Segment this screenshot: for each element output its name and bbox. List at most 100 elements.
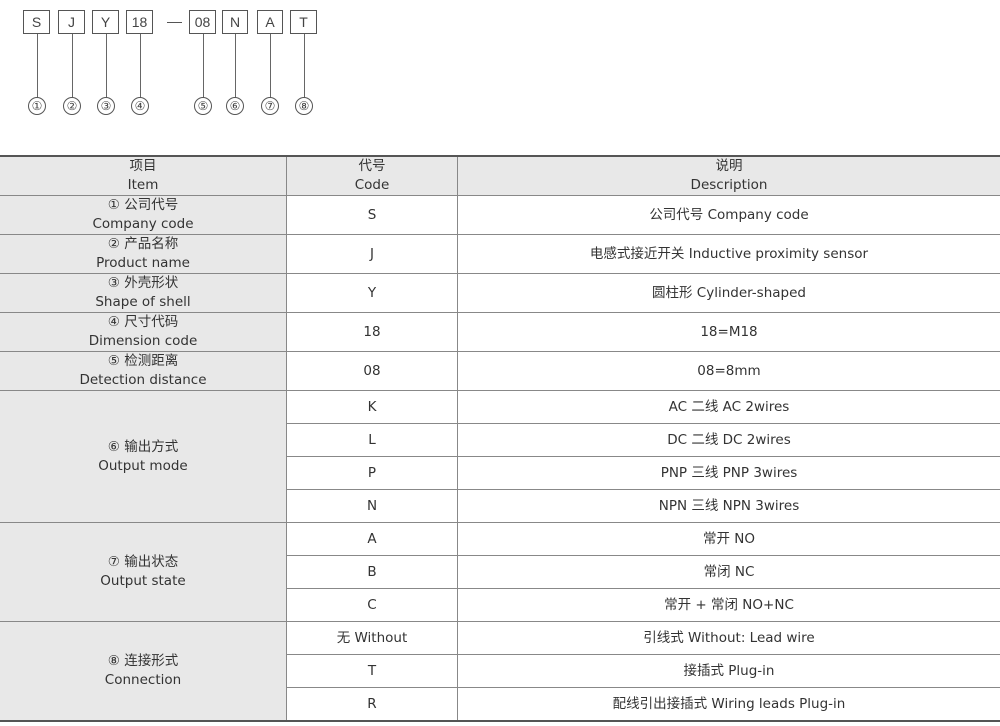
code-cell: J xyxy=(286,234,458,274)
item-cn: ⑤ 检测距离 xyxy=(107,353,179,369)
code-part-box: A xyxy=(257,10,283,34)
part-number-circle: ④ xyxy=(131,97,149,115)
connector-line xyxy=(37,34,38,98)
header-code: 代号 Code xyxy=(286,155,458,196)
item-cn: ② 产品名称 xyxy=(107,236,179,252)
table-row: ② 产品名称 Product name J 电感式接近开关 Inductive pro… xyxy=(0,234,1000,274)
part-number-circle: ② xyxy=(63,97,81,115)
description-cell: 引线式 Without: Lead wire xyxy=(457,621,1000,655)
table-row: ⑧ 连接形式 Connection 无 Without 引线式 Without: Le… xyxy=(0,621,1000,722)
description-cell: PNP 三线 PNP 3wires xyxy=(457,456,1000,490)
header-item-cn: 项目 xyxy=(129,158,157,174)
code-cell: Y xyxy=(286,273,458,313)
connector-line xyxy=(270,34,271,98)
code-cell: K xyxy=(286,390,458,424)
header-item: 项目 Item xyxy=(0,155,287,196)
part-number-circle: ⑦ xyxy=(261,97,279,115)
description-cell: 常开 NO xyxy=(457,522,1000,556)
description-cell: DC 二线 DC 2wires xyxy=(457,423,1000,457)
item-cell: ⑧ 连接形式 Connection xyxy=(0,621,287,722)
table-row: B 常闭 NC xyxy=(0,555,1000,589)
item-cell: ⑤ 检测距离 Detection distance xyxy=(0,351,287,391)
code-cell: S xyxy=(286,195,458,235)
code-part-box: 18 xyxy=(126,10,153,34)
table-row: P PNP 三线 PNP 3wires xyxy=(0,456,1000,490)
header-description: 说明 Description xyxy=(457,155,1000,196)
code-cell: C xyxy=(286,588,458,622)
table-row: R 配线引出接插式 Wiring leads Plug-in xyxy=(0,687,1000,722)
table-row: N NPN 三线 NPN 3wires xyxy=(0,489,1000,523)
code-cell: R xyxy=(286,687,458,722)
table-row: T 接插式 Plug-in xyxy=(0,654,1000,688)
item-cell: ② 产品名称 Product name xyxy=(0,234,287,274)
table-row: ① 公司代号 Company code S 公司代号 Company code xyxy=(0,195,1000,235)
dash-separator xyxy=(167,22,182,23)
table-row: L DC 二线 DC 2wires xyxy=(0,423,1000,457)
item-cell: ⑥ 输出方式 Output mode xyxy=(0,390,287,523)
description-cell: 配线引出接插式 Wiring leads Plug-in xyxy=(457,687,1000,722)
item-en: Connection xyxy=(104,672,182,688)
description-cell: 公司代号 Company code xyxy=(457,195,1000,235)
code-part-box: Y xyxy=(92,10,119,34)
description-cell: 08=8mm xyxy=(457,351,1000,391)
code-cell: N xyxy=(286,489,458,523)
code-cell: A xyxy=(286,522,458,556)
part-number-circle: ① xyxy=(28,97,46,115)
header-code-en: Code xyxy=(354,177,390,193)
item-cell: ① 公司代号 Company code xyxy=(0,195,287,235)
connector-line xyxy=(203,34,204,98)
item-cn: ① 公司代号 xyxy=(107,197,179,213)
part-number-circle: ⑥ xyxy=(226,97,244,115)
description-cell: 圆柱形 Cylinder-shaped xyxy=(457,273,1000,313)
table-row: ③ 外壳形状 Shape of shell Y 圆柱形 Cylinder-shaped xyxy=(0,273,1000,313)
code-cell: L xyxy=(286,423,458,457)
table-row: C 常开 + 常闭 NO+NC xyxy=(0,588,1000,622)
header-code-cn: 代号 xyxy=(358,158,386,174)
code-part-box: S xyxy=(23,10,50,34)
header-desc-en: Description xyxy=(690,177,768,193)
item-en: Output state xyxy=(100,573,186,589)
table-row: ⑤ 检测距离 Detection distance 08 08=8mm xyxy=(0,351,1000,391)
description-cell: 18=M18 xyxy=(457,312,1000,352)
code-cell: 无 Without xyxy=(286,621,458,655)
code-part-box: T xyxy=(290,10,317,34)
code-cell: 08 xyxy=(286,351,458,391)
code-part-box: N xyxy=(222,10,248,34)
part-number-circle: ⑤ xyxy=(194,97,212,115)
table-row: ⑥ 输出方式 Output mode K AC 二线 AC 2wires xyxy=(0,390,1000,523)
item-cn: ⑧ 连接形式 xyxy=(107,653,179,669)
code-cell: T xyxy=(286,654,458,688)
part-number-circle: ③ xyxy=(97,97,115,115)
table-row: ⑦ 输出状态 Output state A 常开 NO xyxy=(0,522,1000,622)
description-cell: NPN 三线 NPN 3wires xyxy=(457,489,1000,523)
connector-line xyxy=(140,34,141,98)
item-cn: ④ 尺寸代码 xyxy=(107,314,179,330)
description-cell: 常开 + 常闭 NO+NC xyxy=(457,588,1000,622)
item-en: Output mode xyxy=(98,457,188,474)
part-number-circle: ⑧ xyxy=(295,97,313,115)
item-en: Company code xyxy=(92,216,194,232)
connector-line xyxy=(235,34,236,98)
item-cn: ③ 外壳形状 xyxy=(107,275,179,291)
description-cell: AC 二线 AC 2wires xyxy=(457,390,1000,424)
connector-line xyxy=(72,34,73,98)
connector-line xyxy=(106,34,107,98)
code-part-box: 08 xyxy=(189,10,216,34)
connector-line xyxy=(304,34,305,98)
item-en: Dimension code xyxy=(88,333,198,349)
description-cell: 接插式 Plug-in xyxy=(457,654,1000,688)
table-header-row: 项目 Item 代号 Code 说明 Description xyxy=(0,155,1000,196)
code-cell: P xyxy=(286,456,458,490)
code-part-box: J xyxy=(58,10,85,34)
item-en: Product name xyxy=(96,255,190,271)
header-desc-cn: 说明 xyxy=(715,158,743,174)
description-cell: 常闭 NC xyxy=(457,555,1000,589)
item-cell: ⑦ 输出状态 Output state xyxy=(0,522,287,622)
model-code-table: 项目 Item 代号 Code 说明 Description ① 公司代号 Compan… xyxy=(0,155,1000,722)
item-cell: ④ 尺寸代码 Dimension code xyxy=(0,312,287,352)
table-row: ④ 尺寸代码 Dimension code 18 18=M18 xyxy=(0,312,1000,352)
item-cell: ③ 外壳形状 Shape of shell xyxy=(0,273,287,313)
code-cell: 18 xyxy=(286,312,458,352)
item-en: Detection distance xyxy=(79,372,207,388)
header-item-en: Item xyxy=(127,177,159,193)
